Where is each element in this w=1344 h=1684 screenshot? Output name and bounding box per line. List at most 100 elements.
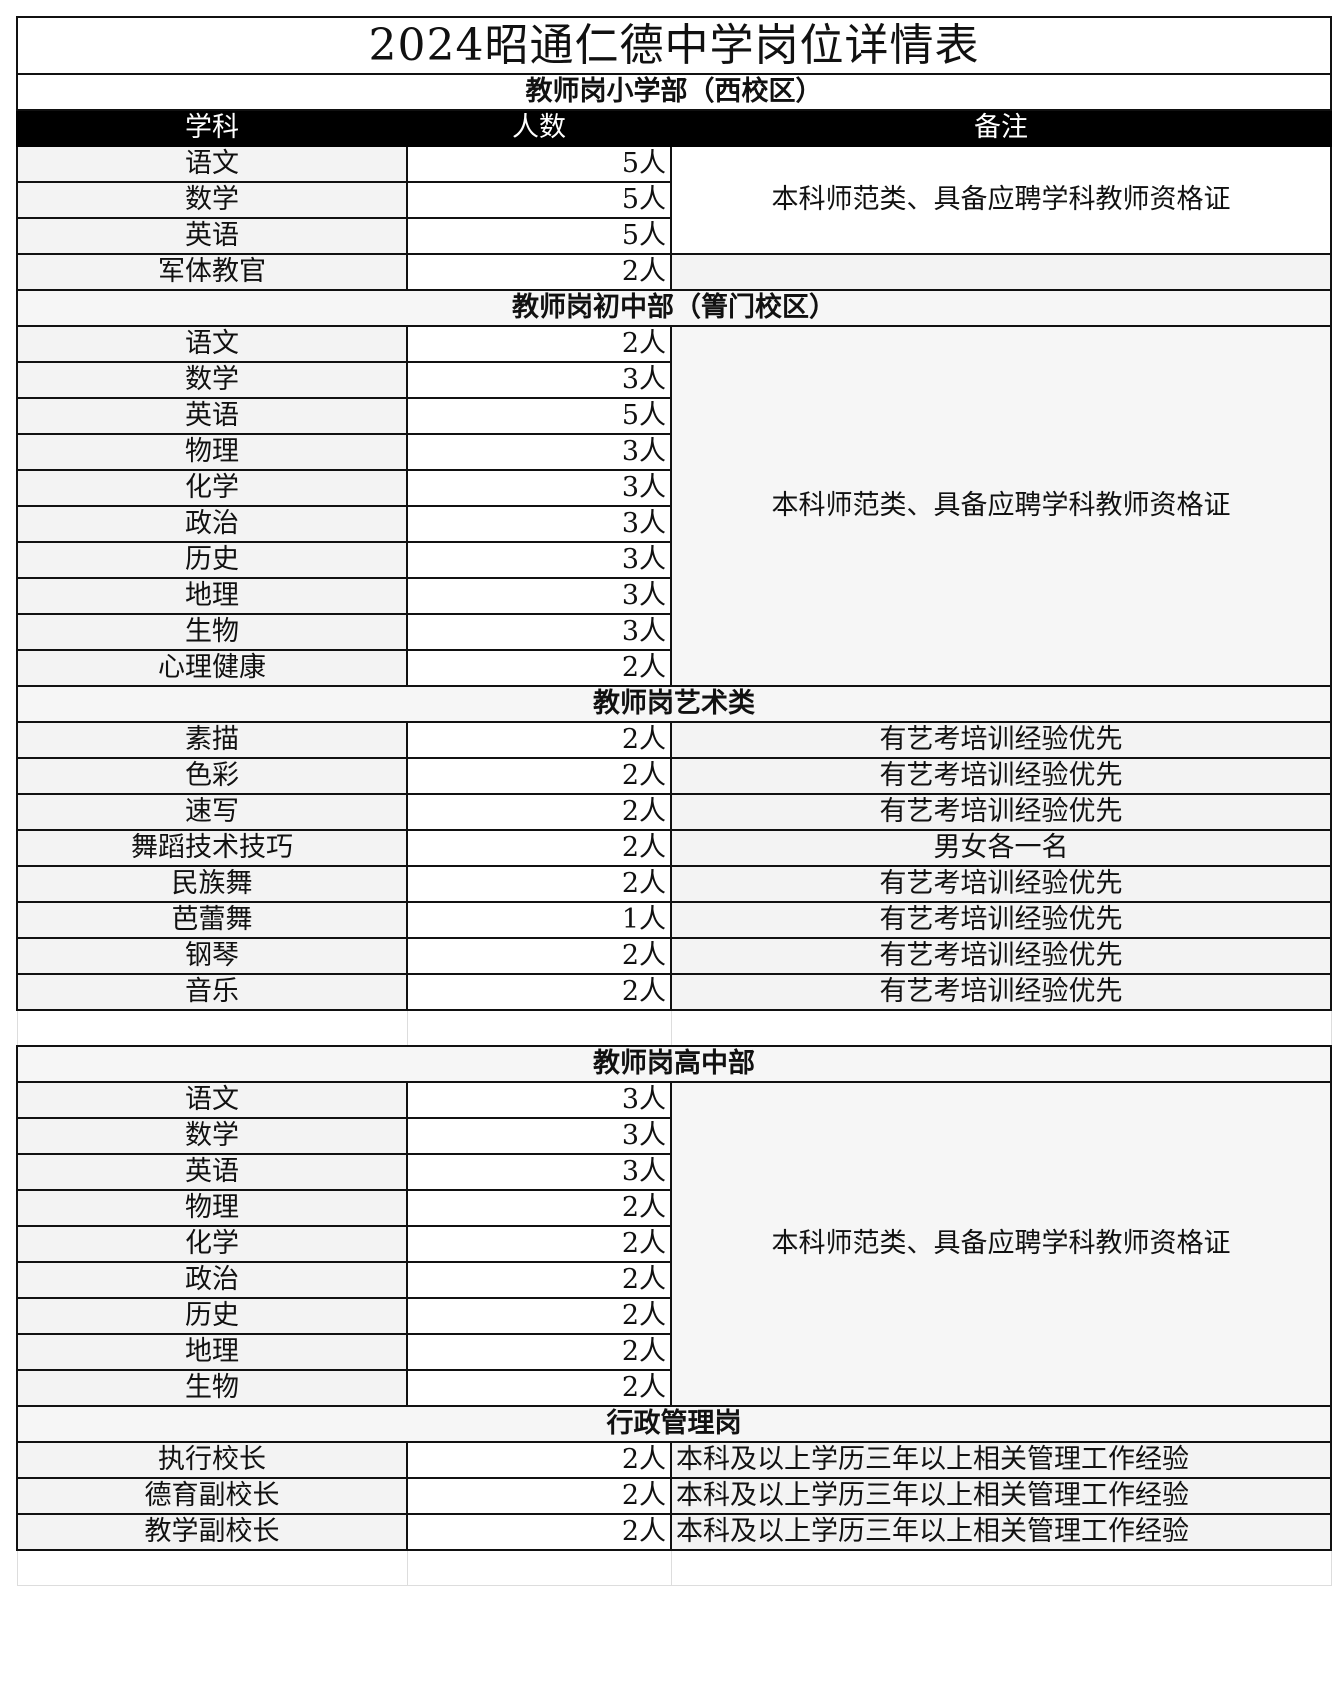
subject-cell: 生物 <box>16 613 408 651</box>
requirement-note-merged: 本科师范类、具备应聘学科教师资格证 <box>669 145 1333 255</box>
count-cell: 2人 <box>406 1297 672 1335</box>
subject-cell: 政治 <box>16 1261 408 1299</box>
requirement-note: 有艺考培训经验优先 <box>669 865 1333 903</box>
subject-cell: 音乐 <box>16 973 408 1011</box>
empty-cell <box>16 1010 408 1047</box>
count-cell: 2人 <box>406 649 672 687</box>
table-row: 英语 5人 <box>16 217 1331 255</box>
count-cell: 2人 <box>406 793 672 831</box>
title-row: 2024昭通仁德中学岗位详情表 <box>15 16 1333 75</box>
count-cell: 3人 <box>406 469 672 507</box>
subject-cell: 语文 <box>16 145 408 183</box>
table-row: 芭蕾舞 1人 有艺考培训经验优先 <box>16 901 1333 939</box>
requirement-note: 有艺考培训经验优先 <box>669 721 1333 759</box>
empty-cell <box>406 1550 672 1586</box>
count-cell: 3人 <box>406 433 672 471</box>
table-row: 地理 3人 <box>16 577 1331 615</box>
table-row: 历史 2人 <box>16 1297 1331 1335</box>
section-row: 教师岗高中部 <box>15 1045 1333 1083</box>
table-row: 速写 2人 有艺考培训经验优先 <box>16 793 1333 831</box>
subject-cell: 芭蕾舞 <box>16 901 408 939</box>
header-subject: 学科 <box>16 109 408 147</box>
subject-cell: 民族舞 <box>16 865 408 903</box>
count-cell: 3人 <box>406 1153 672 1191</box>
count-cell: 3人 <box>406 1081 672 1119</box>
subject-cell: 德育副校长 <box>16 1477 408 1515</box>
subject-cell: 物理 <box>16 1189 408 1227</box>
count-cell: 2人 <box>406 1441 672 1479</box>
requirement-note: 有艺考培训经验优先 <box>669 937 1333 975</box>
table-row: 音乐 2人 有艺考培训经验优先 <box>16 973 1333 1011</box>
count-cell: 5人 <box>406 181 672 219</box>
subject-cell: 地理 <box>16 1333 408 1371</box>
requirement-note: 有艺考培训经验优先 <box>669 757 1333 795</box>
section-title: 教师岗小学部（西校区） <box>15 73 1333 111</box>
subject-cell: 历史 <box>16 1297 408 1335</box>
section-title: 行政管理岗 <box>15 1405 1333 1443</box>
subject-cell: 素描 <box>16 721 408 759</box>
requirement-note <box>669 253 1333 291</box>
subject-cell: 教学副校长 <box>16 1513 408 1551</box>
count-cell: 2人 <box>406 1477 672 1515</box>
subject-cell: 数学 <box>16 1117 408 1155</box>
section-row: 教师岗小学部（西校区） <box>15 73 1333 111</box>
column-header-row: 学科 人数 备注 <box>16 109 1333 147</box>
subject-cell: 化学 <box>16 1225 408 1263</box>
empty-cell <box>670 1010 1332 1047</box>
requirement-note: 有艺考培训经验优先 <box>669 973 1333 1011</box>
subject-cell: 数学 <box>16 181 408 219</box>
section-title: 教师岗艺术类 <box>15 685 1333 723</box>
subject-cell: 生物 <box>16 1369 408 1407</box>
subject-cell: 语文 <box>16 325 408 363</box>
count-cell: 2人 <box>406 973 672 1011</box>
subject-cell: 执行校长 <box>16 1441 408 1479</box>
section-title: 教师岗初中部（箐门校区） <box>15 289 1333 327</box>
page-title: 2024昭通仁德中学岗位详情表 <box>15 16 1333 75</box>
subject-cell: 钢琴 <box>16 937 408 975</box>
count-cell: 5人 <box>406 145 672 183</box>
table-row: 物理 2人 <box>16 1189 1331 1227</box>
subject-cell: 英语 <box>16 397 408 435</box>
subject-cell: 色彩 <box>16 757 408 795</box>
subject-cell: 军体教官 <box>16 253 408 291</box>
count-cell: 2人 <box>406 829 672 867</box>
positions-table: 2024昭通仁德中学岗位详情表 教师岗小学部（西校区） 学科 人数 备注 语文 5人 本科师… <box>15 16 1333 1586</box>
subject-cell: 历史 <box>16 541 408 579</box>
table-row: 语文 2人 本科师范类、具备应聘学科教师资格证 <box>16 325 1333 687</box>
requirement-note-merged: 本科师范类、具备应聘学科教师资格证 <box>669 1081 1333 1407</box>
table-row: 历史 3人 <box>16 541 1331 579</box>
table-row: 数学 5人 <box>16 181 1331 219</box>
subject-cell: 心理健康 <box>16 649 408 687</box>
table-row: 色彩 2人 有艺考培训经验优先 <box>16 757 1333 795</box>
header-note: 备注 <box>669 109 1333 147</box>
count-cell: 2人 <box>406 937 672 975</box>
table-row: 素描 2人 有艺考培训经验优先 <box>16 721 1333 759</box>
empty-cell <box>16 1550 408 1586</box>
blank-row <box>16 1010 1332 1047</box>
count-cell: 2人 <box>406 865 672 903</box>
subject-cell: 英语 <box>16 217 408 255</box>
table-row: 执行校长 2人 本科及以上学历三年以上相关管理工作经验 <box>16 1441 1333 1479</box>
requirement-note: 有艺考培训经验优先 <box>669 793 1333 831</box>
table-row: 数学 3人 <box>16 1117 1331 1155</box>
subject-cell: 物理 <box>16 433 408 471</box>
count-cell: 2人 <box>406 1225 672 1263</box>
section-row: 行政管理岗 <box>15 1405 1333 1443</box>
table-row: 英语 3人 <box>16 1153 1331 1191</box>
count-cell: 5人 <box>406 397 672 435</box>
empty-cell <box>670 1550 1332 1586</box>
subject-cell: 地理 <box>16 577 408 615</box>
requirement-note-merged: 本科师范类、具备应聘学科教师资格证 <box>669 325 1333 687</box>
table-row: 化学 3人 <box>16 469 1331 507</box>
empty-cell <box>406 1010 672 1047</box>
table-row: 生物 3人 <box>16 613 1331 651</box>
subject-cell: 速写 <box>16 793 408 831</box>
count-cell: 2人 <box>406 253 672 291</box>
subject-cell: 数学 <box>16 361 408 399</box>
count-cell: 2人 <box>406 1513 672 1551</box>
count-cell: 5人 <box>406 217 672 255</box>
section-title: 教师岗高中部 <box>15 1045 1333 1083</box>
section-row: 教师岗初中部（箐门校区） <box>15 289 1333 327</box>
table-row: 民族舞 2人 有艺考培训经验优先 <box>16 865 1333 903</box>
subject-cell: 英语 <box>16 1153 408 1191</box>
